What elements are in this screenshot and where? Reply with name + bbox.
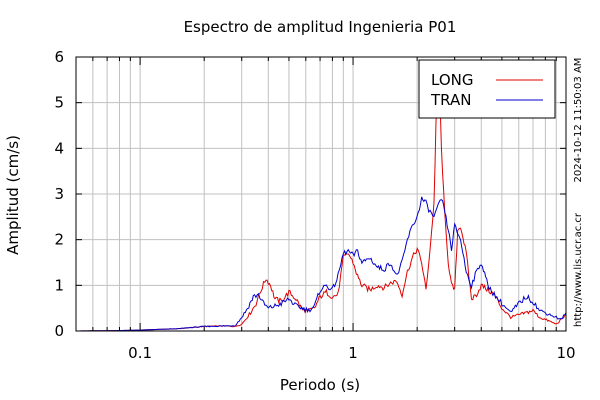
series-line-tran xyxy=(76,196,567,332)
x-axis-label: Periodo (s) xyxy=(280,376,360,394)
url-text: http://www.lis.ucr.ac.cr xyxy=(573,212,584,327)
chart-title: Espectro de amplitud Ingenieria P01 xyxy=(184,18,457,36)
plot-frame-border xyxy=(75,56,567,332)
x-tick-label: 0.1 xyxy=(128,344,152,362)
series-lines xyxy=(76,69,567,332)
timestamp-text: 2024-10-12 11:50:03 AM xyxy=(573,58,584,183)
y-tick-label: 4 xyxy=(54,139,64,157)
y-tick-label: 2 xyxy=(54,231,64,249)
legend-box xyxy=(418,59,556,119)
y-tick-label: 1 xyxy=(54,276,64,294)
legend-label-tran: TRAN xyxy=(430,91,471,109)
y-axis-label: Amplitud (cm/s) xyxy=(4,135,22,255)
plot-frame xyxy=(75,56,567,332)
y-tick-label: 5 xyxy=(54,94,64,112)
y-tick-label: 6 xyxy=(54,48,64,66)
grid-lines xyxy=(76,57,566,331)
y-tick-label: 3 xyxy=(54,185,64,203)
y-tick-label: 0 xyxy=(54,322,64,340)
legend: LONG TRAN xyxy=(418,59,556,119)
x-tick-label: 10 xyxy=(556,344,575,362)
x-tick-label: 1 xyxy=(348,344,358,362)
legend-label-long: LONG xyxy=(431,71,473,89)
tick-labels: 0 1 2 3 4 5 6 0.1 1 10 xyxy=(54,48,575,362)
